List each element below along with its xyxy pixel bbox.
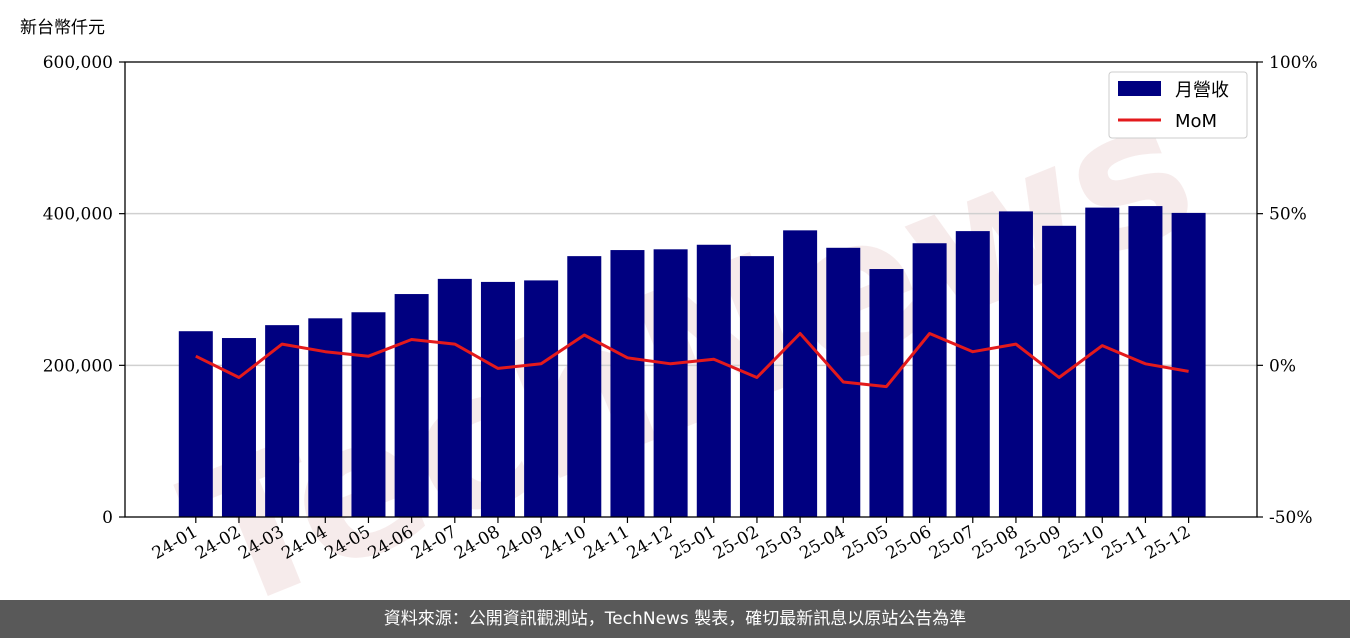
bar-24-09: [524, 280, 559, 517]
bar-25-07: [955, 231, 990, 517]
right-tick-label: 100%: [1269, 53, 1318, 73]
legend: 月營收 MoM: [1108, 71, 1248, 139]
axes: [124, 61, 1258, 518]
x-tick-label-24-11: 24-11: [581, 522, 633, 564]
left-tick-label: 200,000: [43, 356, 113, 376]
bar-25-02: [739, 256, 774, 517]
bar-25-05: [869, 269, 904, 517]
bar-24-06: [394, 294, 429, 517]
x-tick-label-25-04: 25-04: [796, 522, 848, 564]
legend-label-revenue: 月營收: [1175, 80, 1229, 101]
x-tick-label-25-09: 25-09: [1012, 522, 1064, 564]
left-tick-label: 400,000: [43, 205, 113, 225]
bar-series: [178, 206, 1206, 518]
mom-line: [195, 332, 1189, 389]
bar-24-01: [178, 331, 213, 517]
bar-25-09: [1042, 225, 1077, 518]
x-tick-label-25-07: 25-07: [926, 522, 978, 564]
bar-25-03: [783, 230, 818, 517]
right-tick-label: -50%: [1269, 508, 1313, 528]
right-tick-label: 50%: [1269, 205, 1307, 225]
bar-24-05: [351, 312, 386, 517]
bar-25-01: [696, 244, 731, 517]
x-tick-label-24-01: 24-01: [149, 522, 201, 564]
x-tick-label-25-05: 25-05: [839, 522, 891, 564]
x-tick-label-24-12: 24-12: [624, 522, 676, 564]
legend-bar-swatch: [1118, 81, 1161, 96]
x-tick-label-25-03: 25-03: [753, 522, 805, 564]
x-tick-label-25-01: 25-01: [667, 522, 719, 564]
right-tick-label: 0%: [1269, 356, 1296, 376]
x-tick-label-25-12: 25-12: [1142, 522, 1194, 564]
x-tick-label-25-08: 25-08: [969, 522, 1021, 564]
bar-24-08: [480, 281, 515, 517]
mom-line-series: [195, 332, 1189, 389]
bar-25-08: [998, 211, 1033, 517]
left-tick-label: 0: [102, 508, 113, 528]
bar-24-10: [567, 256, 602, 517]
x-tick-label-25-02: 25-02: [710, 522, 762, 564]
left-tick-label: 600,000: [43, 53, 113, 73]
bar-25-06: [912, 243, 947, 517]
source-footer: 資料來源：公開資訊觀測站，TechNews 製表，確切最新訊息以原站公告為準: [0, 600, 1350, 638]
revenue-chart: TechNews 0200,000400,000600,000-50%0%50%…: [20, 18, 1318, 600]
bar-24-02: [221, 338, 256, 517]
x-tick-label-25-06: 25-06: [883, 522, 935, 564]
bar-24-11: [610, 250, 645, 518]
legend-label-mom: MoM: [1175, 111, 1217, 132]
left-axis-unit-label: 新台幣仟元: [20, 18, 105, 38]
x-tick-label-25-11: 25-11: [1098, 522, 1150, 564]
plot-frame: [124, 61, 1258, 518]
bar-24-03: [265, 325, 300, 517]
bar-24-12: [653, 249, 688, 517]
bar-25-12: [1171, 212, 1206, 518]
x-tick-label-25-10: 25-10: [1055, 522, 1107, 564]
bar-25-11: [1128, 206, 1163, 518]
bar-24-07: [437, 278, 472, 517]
bar-25-10: [1085, 207, 1120, 517]
